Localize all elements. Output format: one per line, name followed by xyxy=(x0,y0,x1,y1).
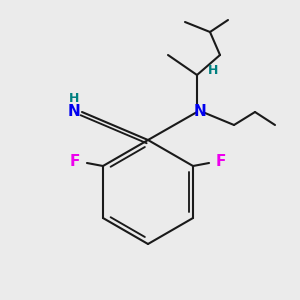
Text: H: H xyxy=(208,64,218,77)
Text: N: N xyxy=(68,104,80,119)
Text: H: H xyxy=(69,92,79,104)
Text: F: F xyxy=(70,154,80,169)
Text: N: N xyxy=(194,104,206,119)
Text: F: F xyxy=(216,154,226,169)
